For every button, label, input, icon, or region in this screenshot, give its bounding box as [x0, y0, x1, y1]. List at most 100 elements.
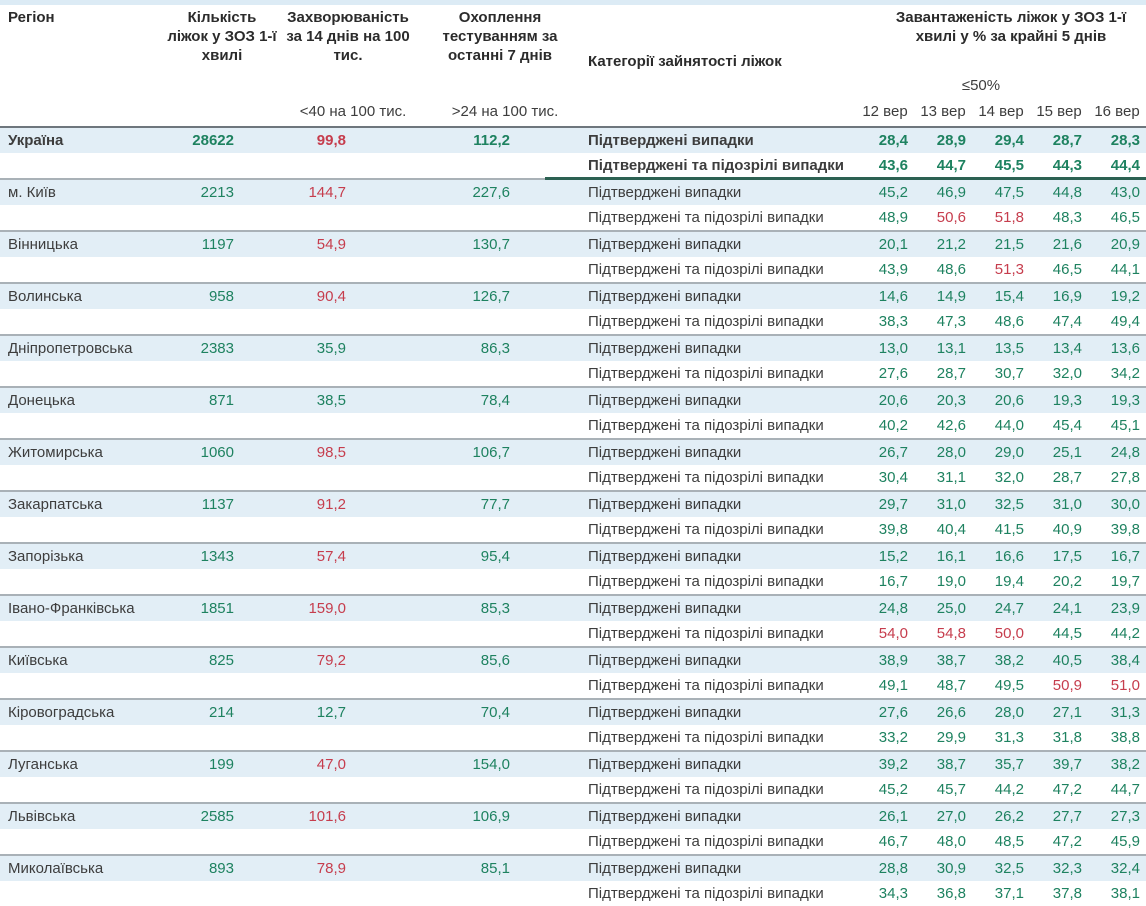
occupancy-value: 31,8	[1052, 729, 1082, 746]
occupancy-value: 21,6	[1052, 236, 1082, 253]
region-name: Житомирська	[8, 444, 103, 461]
occupancy-value: 43,6	[878, 157, 908, 174]
occupancy-value: 48,5	[994, 833, 1024, 850]
occupancy-value: 38,7	[936, 756, 966, 773]
incidence-value: 98,5	[316, 444, 346, 461]
occupancy-value: 40,2	[878, 417, 908, 434]
occupancy-value: 28,7	[1052, 132, 1082, 149]
occupancy-value: 13,6	[1110, 340, 1140, 357]
testing-value: 106,9	[472, 808, 510, 825]
incidence-value: 47,0	[316, 756, 346, 773]
category-suspected-label: Підтверджені та підозрілі випадки	[588, 833, 824, 850]
region-group: Миколаївська 893 78,9 85,1 Підтверджені …	[0, 854, 1146, 906]
occupancy-value: 16,7	[1110, 548, 1140, 565]
occupancy-value: 47,3	[936, 313, 966, 330]
category-suspected-label: Підтверджені та підозрілі випадки	[588, 729, 824, 746]
occupancy-value: 24,1	[1052, 600, 1082, 617]
table-row-confirmed: Житомирська 1060 98,5 106,7 Підтверджені…	[0, 440, 1146, 465]
occupancy-value: 16,9	[1052, 288, 1082, 305]
occupancy-value: 21,2	[936, 236, 966, 253]
occupancy-value: 16,1	[936, 548, 966, 565]
spacer	[520, 700, 588, 725]
occupancy-value: 44,2	[1110, 625, 1140, 642]
incidence-value: 144,7	[308, 184, 346, 201]
table-row-confirmed: Кіровоградська 214 12,7 70,4 Підтверджен…	[0, 700, 1146, 725]
occupancy-value: 14,9	[936, 288, 966, 305]
occupancy-value: 32,5	[994, 496, 1024, 513]
table-body: Україна 28622 99,8 112,2 Підтверджені ви…	[0, 128, 1146, 906]
occupancy-value: 20,3	[936, 392, 966, 409]
category-suspected-label: Підтверджені та підозрілі випадки	[588, 521, 824, 538]
table-row-confirmed-suspected: Підтверджені та підозрілі випадки 34,3 3…	[0, 881, 1146, 906]
table-row-confirmed: м. Київ 2213 144,7 227,6 Підтверджені ви…	[0, 180, 1146, 205]
category-suspected-label: Підтверджені та підозрілі випадки	[588, 209, 824, 226]
region-group: Львівська 2585 101,6 106,9 Підтверджені …	[0, 802, 1146, 854]
region-group: Дніпропетровська 2383 35,9 86,3 Підтверд…	[0, 334, 1146, 386]
category-confirmed-label: Підтверджені випадки	[588, 288, 742, 305]
occupancy-value: 28,0	[994, 704, 1024, 721]
spacer	[520, 440, 588, 465]
incidence-threshold-label: <40 на 100 тис.	[299, 103, 407, 120]
testing-value: 85,1	[480, 860, 510, 877]
category-confirmed-label: Підтверджені випадки	[588, 756, 742, 773]
occupancy-value: 32,3	[1052, 860, 1082, 877]
beds-value: 1343	[200, 548, 234, 565]
occupancy-value: 51,0	[1110, 677, 1140, 694]
testing-threshold-label: >24 на 100 тис.	[451, 103, 559, 120]
occupancy-value: 43,9	[878, 261, 908, 278]
table-row-confirmed-suspected: Підтверджені та підозрілі випадки 45,2 4…	[0, 777, 1146, 802]
category-suspected-label: Підтверджені та підозрілі випадки	[588, 313, 824, 330]
beds-value: 893	[208, 860, 234, 877]
table-row-confirmed: Дніпропетровська 2383 35,9 86,3 Підтверд…	[0, 336, 1146, 361]
occupancy-value: 13,1	[936, 340, 966, 357]
occupancy-value: 27,7	[1052, 808, 1082, 825]
table-row-confirmed: Україна 28622 99,8 112,2 Підтверджені ви…	[0, 128, 1146, 153]
region-name: Волинська	[8, 288, 82, 305]
occupancy-value: 28,8	[878, 860, 908, 877]
table-row-confirmed-suspected: Підтверджені та підозрілі випадки 46,7 4…	[0, 829, 1146, 854]
occupancy-value: 25,0	[936, 600, 966, 617]
occupancy-value: 44,8	[1052, 184, 1082, 201]
occupancy-value: 50,9	[1052, 677, 1082, 694]
occupancy-value: 28,4	[878, 132, 908, 149]
testing-value: 126,7	[472, 288, 510, 305]
occupancy-value: 20,1	[878, 236, 908, 253]
occupancy-value: 47,5	[994, 184, 1024, 201]
beds-value: 1137	[201, 496, 234, 513]
table-row-confirmed-suspected: Підтверджені та підозрілі випадки 48,9 5…	[0, 205, 1146, 230]
occupancy-value: 47,2	[1052, 781, 1082, 798]
table-row-confirmed: Івано-Франківська 1851 159,0 85,3 Підтве…	[0, 596, 1146, 621]
occupancy-value: 44,7	[1110, 781, 1140, 798]
occupancy-value: 46,7	[878, 833, 908, 850]
occupancy-value: 13,0	[878, 340, 908, 357]
occupancy-value: 27,6	[878, 704, 908, 721]
occupancy-value: 19,3	[1110, 392, 1140, 409]
occupancy-value: 34,3	[878, 885, 908, 902]
category-suspected-label: Підтверджені та підозрілі випадки	[588, 417, 824, 434]
occupancy-value: 30,9	[936, 860, 966, 877]
table-row-confirmed-suspected: Підтверджені та підозрілі випадки 30,4 3…	[0, 465, 1146, 490]
region-group: Україна 28622 99,8 112,2 Підтверджені ви…	[0, 128, 1146, 180]
testing-value: 227,6	[472, 184, 510, 201]
spacer	[520, 284, 588, 309]
region-name: Запорізька	[8, 548, 84, 565]
occupancy-value: 37,1	[994, 885, 1024, 902]
table-row-confirmed: Київська 825 79,2 85,6 Підтверджені випа…	[0, 648, 1146, 673]
occupancy-value: 34,2	[1110, 365, 1140, 382]
occupancy-value: 39,8	[878, 521, 908, 538]
occupancy-value: 16,7	[878, 573, 908, 590]
category-suspected-label: Підтверджені та підозрілі випадки	[588, 365, 824, 382]
occupancy-value: 15,4	[994, 288, 1024, 305]
occupancy-value: 19,7	[1110, 573, 1140, 590]
occupancy-value: 39,8	[1110, 521, 1140, 538]
table-row-confirmed: Донецька 871 38,5 78,4 Підтверджені випа…	[0, 388, 1146, 413]
incidence-value: 99,8	[316, 132, 346, 149]
occupancy-value: 29,4	[994, 132, 1024, 149]
region-name: Дніпропетровська	[8, 340, 133, 357]
column-header-region: Регіон	[8, 9, 55, 26]
occupancy-value: 24,7	[994, 600, 1024, 617]
table-row-confirmed-suspected: Підтверджені та підозрілі випадки 49,1 4…	[0, 673, 1146, 698]
occupancy-value: 44,5	[1052, 625, 1082, 642]
table-row-confirmed-suspected: Підтверджені та підозрілі випадки 33,2 2…	[0, 725, 1146, 750]
